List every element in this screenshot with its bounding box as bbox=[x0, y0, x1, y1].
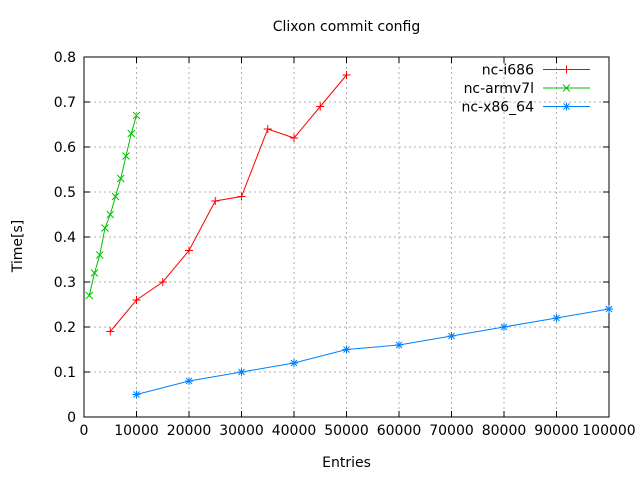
x-tick-label: 100000 bbox=[582, 423, 635, 439]
x-axis-label: Entries bbox=[322, 455, 371, 471]
y-tick-label: 0 bbox=[67, 410, 76, 426]
x-tick-label: 40000 bbox=[272, 423, 317, 439]
series-markers-nc-armv7l bbox=[85, 111, 141, 300]
y-tick-label: 0.3 bbox=[54, 275, 76, 291]
legend-label-nc-armv7l: nc-armv7l bbox=[464, 81, 534, 97]
y-axis-label: Time[s] bbox=[10, 220, 26, 273]
x-tick-label: 60000 bbox=[377, 423, 422, 439]
series-line-nc-x86_64 bbox=[136, 308, 610, 395]
legend-label-nc-x86_64: nc-x86_64 bbox=[461, 100, 534, 116]
y-tick-label: 0.1 bbox=[54, 365, 76, 381]
y-tick-label: 0.6 bbox=[54, 140, 76, 156]
y-tick-label: 0.8 bbox=[54, 50, 76, 66]
series-line-nc-armv7l bbox=[88, 115, 137, 296]
y-tick-label: 0.2 bbox=[54, 320, 76, 336]
x-tick-label: 30000 bbox=[219, 423, 264, 439]
x-tick-label: 80000 bbox=[482, 423, 527, 439]
series-line-nc-i686 bbox=[109, 74, 347, 332]
y-tick-label: 0.5 bbox=[54, 185, 76, 201]
y-tick-label: 0.4 bbox=[54, 230, 76, 246]
x-tick-label: 20000 bbox=[167, 423, 212, 439]
series-markers-nc-x86_64 bbox=[132, 305, 613, 399]
legend-sample-marker-nc-armv7l bbox=[562, 84, 571, 92]
x-tick-label: 0 bbox=[80, 423, 89, 439]
legend-sample-marker-nc-x86_64 bbox=[562, 102, 571, 111]
chart-title: Clixon commit config bbox=[273, 19, 421, 35]
legend-label-nc-i686: nc-i686 bbox=[482, 63, 534, 79]
x-tick-label: 10000 bbox=[114, 423, 159, 439]
x-tick-label: 70000 bbox=[429, 423, 474, 439]
y-tick-label: 0.7 bbox=[54, 95, 76, 111]
x-tick-label: 50000 bbox=[324, 423, 369, 439]
series-markers-nc-i686 bbox=[106, 71, 351, 336]
chart-plot-layer: 0 10000 20000 30000 40000 50000 60000 70000 8000… bbox=[54, 50, 636, 439]
x-tick-label: 90000 bbox=[534, 423, 579, 439]
legend-sample-marker-nc-i686 bbox=[562, 65, 571, 74]
